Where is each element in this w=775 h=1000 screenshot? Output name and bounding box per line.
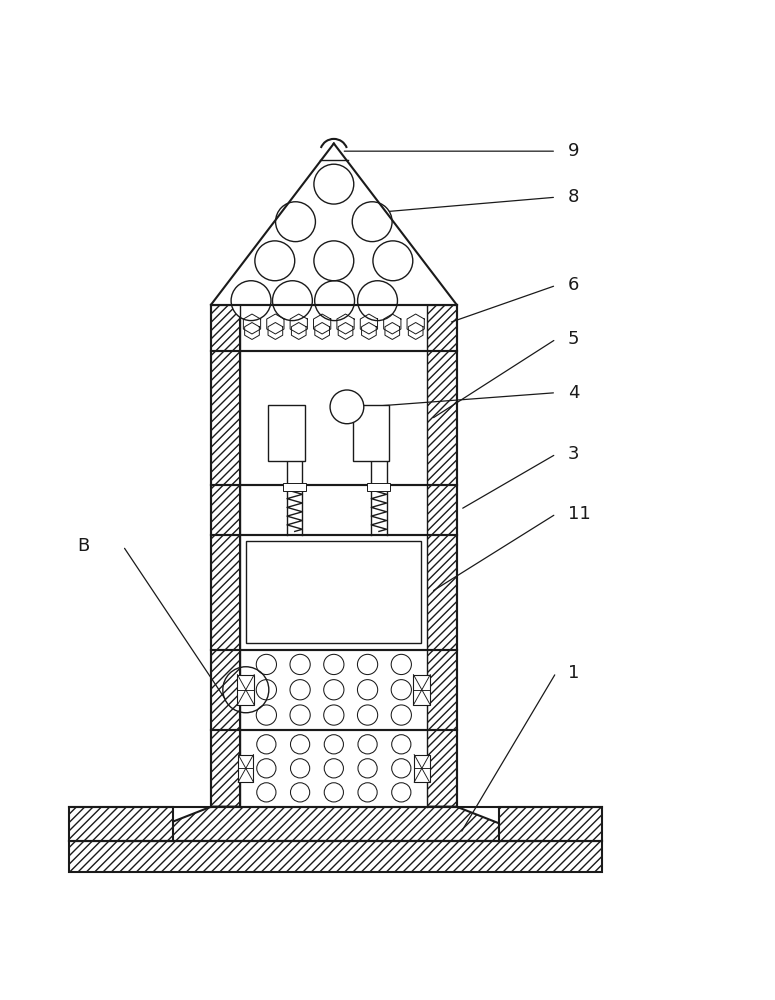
Bar bbox=[367, 483, 391, 491]
Circle shape bbox=[291, 735, 310, 754]
Bar bbox=[237, 675, 254, 705]
Circle shape bbox=[391, 654, 412, 675]
Circle shape bbox=[391, 735, 411, 754]
Circle shape bbox=[358, 735, 377, 754]
Circle shape bbox=[391, 680, 412, 700]
Polygon shape bbox=[123, 807, 545, 841]
Bar bbox=[240, 351, 427, 485]
Bar bbox=[240, 485, 427, 534]
Circle shape bbox=[315, 281, 354, 321]
Circle shape bbox=[324, 654, 344, 675]
Bar bbox=[69, 841, 602, 872]
Bar bbox=[240, 650, 427, 730]
Circle shape bbox=[352, 202, 392, 242]
Circle shape bbox=[257, 759, 276, 778]
Circle shape bbox=[324, 735, 343, 754]
Bar bbox=[427, 304, 456, 807]
Bar bbox=[240, 305, 427, 351]
Bar bbox=[69, 807, 173, 841]
Bar bbox=[268, 405, 305, 461]
Circle shape bbox=[324, 680, 344, 700]
Bar bbox=[414, 755, 429, 782]
Bar bbox=[240, 535, 427, 650]
Text: 5: 5 bbox=[567, 330, 579, 348]
Circle shape bbox=[373, 241, 413, 281]
Bar bbox=[240, 730, 427, 807]
Circle shape bbox=[357, 705, 377, 725]
Circle shape bbox=[273, 281, 312, 321]
Circle shape bbox=[324, 705, 344, 725]
Circle shape bbox=[330, 390, 363, 424]
Circle shape bbox=[324, 759, 343, 778]
Circle shape bbox=[357, 281, 398, 321]
Circle shape bbox=[291, 783, 310, 802]
Circle shape bbox=[358, 759, 377, 778]
Polygon shape bbox=[211, 144, 456, 305]
Bar bbox=[211, 304, 240, 807]
Circle shape bbox=[357, 680, 377, 700]
Circle shape bbox=[324, 783, 343, 802]
Bar bbox=[283, 483, 306, 491]
Circle shape bbox=[291, 759, 310, 778]
Circle shape bbox=[290, 654, 310, 675]
Circle shape bbox=[255, 241, 294, 281]
Circle shape bbox=[357, 654, 377, 675]
Circle shape bbox=[314, 241, 353, 281]
Bar bbox=[413, 675, 430, 705]
Circle shape bbox=[257, 680, 277, 700]
Text: 6: 6 bbox=[567, 276, 579, 294]
Circle shape bbox=[358, 783, 377, 802]
Circle shape bbox=[391, 705, 412, 725]
Text: B: B bbox=[77, 537, 89, 555]
Circle shape bbox=[257, 735, 276, 754]
Text: 8: 8 bbox=[567, 188, 579, 206]
Circle shape bbox=[391, 759, 411, 778]
Text: 4: 4 bbox=[567, 384, 579, 402]
Circle shape bbox=[290, 680, 310, 700]
Circle shape bbox=[276, 202, 315, 242]
Circle shape bbox=[314, 164, 353, 204]
Bar bbox=[353, 405, 389, 461]
Circle shape bbox=[290, 705, 310, 725]
Bar bbox=[246, 541, 422, 643]
Circle shape bbox=[257, 654, 277, 675]
Text: 11: 11 bbox=[567, 505, 591, 523]
Polygon shape bbox=[123, 807, 545, 841]
Text: 3: 3 bbox=[567, 445, 579, 463]
Bar bbox=[211, 304, 456, 807]
Circle shape bbox=[231, 281, 271, 321]
Bar bbox=[498, 807, 602, 841]
Bar bbox=[238, 755, 253, 782]
Circle shape bbox=[257, 783, 276, 802]
Text: 9: 9 bbox=[567, 142, 579, 160]
Text: 1: 1 bbox=[567, 664, 579, 682]
Circle shape bbox=[391, 783, 411, 802]
Circle shape bbox=[257, 705, 277, 725]
